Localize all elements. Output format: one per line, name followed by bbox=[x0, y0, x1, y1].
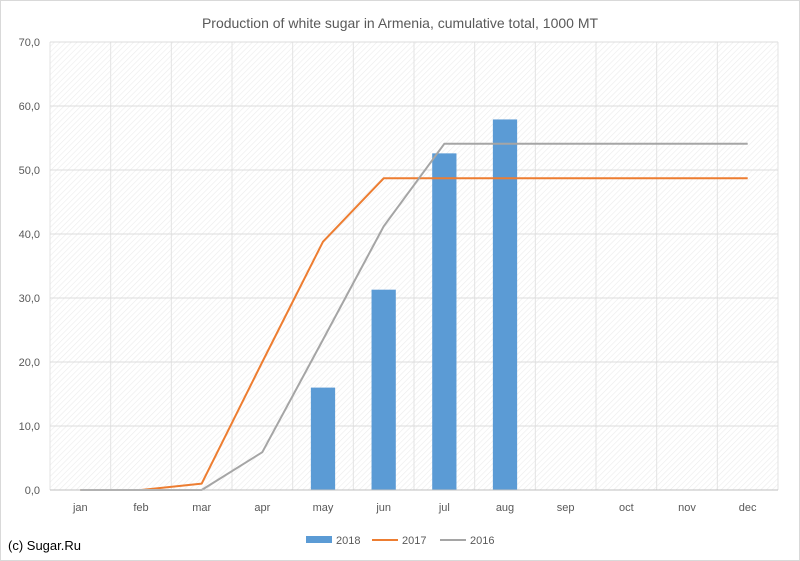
legend-label-2017: 2017 bbox=[402, 535, 426, 547]
x-tick-label: dec bbox=[739, 502, 757, 514]
y-tick-label: 60,0 bbox=[19, 101, 40, 113]
x-tick-label: apr bbox=[254, 502, 270, 514]
bar-2018-jul bbox=[432, 153, 457, 491]
bars-2018 bbox=[310, 119, 518, 491]
y-tick-label: 20,0 bbox=[19, 357, 40, 369]
chart-title: Production of white sugar in Armenia, cu… bbox=[202, 15, 599, 31]
x-tick-label: aug bbox=[496, 502, 514, 514]
y-tick-label: 70,0 bbox=[19, 37, 40, 49]
x-tick-label: nov bbox=[678, 502, 696, 514]
line-2017 bbox=[80, 177, 748, 491]
y-tick-label: 30,0 bbox=[19, 293, 40, 305]
x-tick-label: sep bbox=[557, 502, 575, 514]
x-tick-label: mar bbox=[192, 502, 211, 514]
x-tick-label: jun bbox=[375, 502, 391, 514]
legend-label-2018: 2018 bbox=[336, 535, 360, 547]
bar-2018-may bbox=[310, 387, 336, 490]
y-tick-label: 50,0 bbox=[19, 165, 40, 177]
legend: 2018 2017 2016 bbox=[306, 535, 494, 547]
y-tick-labels: 0,0 10,0 20,0 30,0 40,0 50,0 60,0 70,0 bbox=[19, 37, 40, 497]
bar-2018-aug bbox=[492, 119, 518, 490]
x-tick-labels: jan feb mar apr may jun jul aug sep oct nov dec bbox=[72, 502, 757, 514]
x-tick-label: feb bbox=[133, 502, 148, 514]
vertical-gridlines bbox=[49, 42, 779, 490]
y-tick-label: 10,0 bbox=[19, 421, 40, 433]
horizontal-gridlines bbox=[50, 41, 778, 427]
y-tick-label: 40,0 bbox=[19, 229, 40, 241]
y-tick-label: 0,0 bbox=[25, 485, 40, 497]
x-tick-label: jan bbox=[72, 502, 88, 514]
x-tick-label: may bbox=[313, 502, 334, 514]
x-tick-label: jul bbox=[438, 502, 450, 514]
bar-2018-jun bbox=[371, 289, 396, 490]
legend-swatch-2018 bbox=[306, 536, 332, 543]
credit-text: (c) Sugar.Ru bbox=[8, 538, 81, 553]
legend-label-2016: 2016 bbox=[470, 535, 494, 547]
x-tick-label: oct bbox=[619, 502, 634, 514]
